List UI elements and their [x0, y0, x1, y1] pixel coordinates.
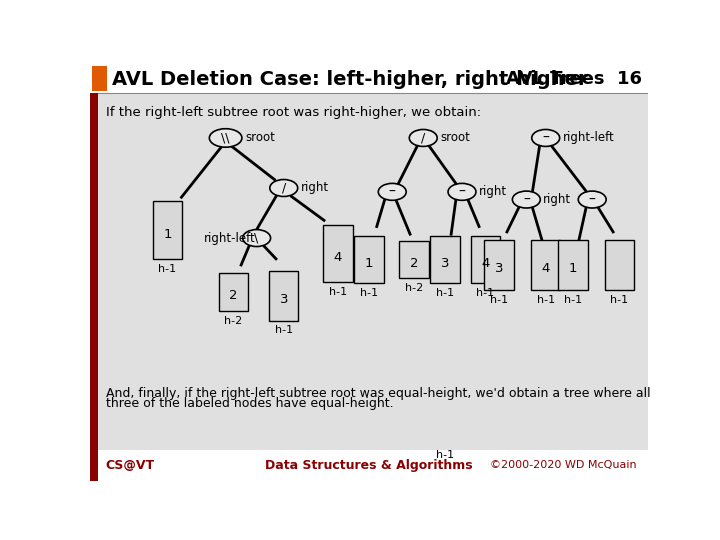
FancyBboxPatch shape	[219, 273, 248, 311]
Ellipse shape	[243, 230, 271, 247]
Text: 1: 1	[569, 262, 577, 275]
Text: /: /	[282, 181, 286, 194]
Text: right-left: right-left	[204, 232, 256, 245]
Text: /: /	[421, 131, 426, 145]
Text: h-1: h-1	[490, 295, 508, 305]
Text: h-1: h-1	[536, 295, 555, 305]
Text: CS@VT: CS@VT	[106, 458, 155, 472]
Ellipse shape	[532, 130, 559, 146]
Text: AVL Trees  16: AVL Trees 16	[506, 70, 642, 89]
Text: h-2: h-2	[224, 316, 243, 326]
FancyBboxPatch shape	[90, 92, 98, 481]
Text: And, finally, if the right-left subtree root was equal-height, we'd obtain a tre: And, finally, if the right-left subtree …	[106, 387, 650, 400]
Text: –: –	[589, 193, 595, 206]
Text: \: \	[254, 232, 258, 245]
Ellipse shape	[409, 130, 437, 146]
Text: 3: 3	[495, 262, 503, 275]
FancyBboxPatch shape	[431, 236, 459, 284]
Text: h-1: h-1	[436, 450, 454, 460]
Text: Data Structures & Algorithms: Data Structures & Algorithms	[265, 458, 473, 472]
Text: h-1: h-1	[564, 295, 582, 305]
Text: AVL Deletion Case: left-higher, right-higher: AVL Deletion Case: left-higher, right-hi…	[112, 70, 588, 89]
FancyBboxPatch shape	[531, 240, 560, 290]
Text: h-1: h-1	[476, 288, 495, 298]
FancyBboxPatch shape	[90, 450, 648, 481]
Text: 3: 3	[441, 257, 449, 270]
FancyBboxPatch shape	[91, 66, 107, 91]
Ellipse shape	[578, 191, 606, 208]
FancyBboxPatch shape	[323, 225, 353, 282]
Text: h-1: h-1	[329, 287, 347, 297]
Ellipse shape	[448, 184, 476, 200]
Text: right: right	[479, 185, 507, 198]
Text: –: –	[542, 131, 549, 145]
Text: \\: \\	[221, 131, 230, 145]
Text: h-1: h-1	[436, 288, 454, 298]
Text: –: –	[389, 185, 396, 199]
Text: 4: 4	[481, 257, 490, 270]
Text: h-1: h-1	[611, 295, 629, 305]
Text: 2: 2	[410, 257, 418, 270]
Text: –: –	[459, 185, 465, 199]
Text: –: –	[523, 193, 530, 206]
Text: 3: 3	[279, 293, 288, 306]
Text: 4: 4	[541, 262, 550, 275]
FancyBboxPatch shape	[153, 201, 182, 259]
Text: 4: 4	[334, 251, 342, 264]
FancyBboxPatch shape	[399, 241, 428, 278]
Ellipse shape	[270, 179, 297, 197]
FancyBboxPatch shape	[354, 236, 384, 284]
FancyBboxPatch shape	[269, 271, 299, 321]
Text: 2: 2	[229, 289, 238, 302]
FancyBboxPatch shape	[558, 240, 588, 290]
Text: h-2: h-2	[405, 283, 423, 293]
Text: If the right-left subtree root was right-higher, we obtain:: If the right-left subtree root was right…	[106, 106, 481, 119]
Text: 1: 1	[365, 257, 373, 270]
FancyBboxPatch shape	[605, 240, 634, 290]
Text: three of the labeled nodes have equal-height.: three of the labeled nodes have equal-he…	[106, 397, 393, 410]
Text: right-left: right-left	[563, 131, 614, 145]
FancyBboxPatch shape	[98, 92, 648, 450]
Text: h-1: h-1	[275, 326, 293, 335]
Text: right: right	[301, 181, 329, 194]
Ellipse shape	[210, 129, 242, 147]
Text: sroot: sroot	[245, 131, 275, 145]
Text: 1: 1	[163, 228, 172, 241]
Text: h-1: h-1	[158, 264, 176, 274]
FancyBboxPatch shape	[485, 240, 514, 290]
FancyBboxPatch shape	[471, 236, 500, 284]
Ellipse shape	[378, 184, 406, 200]
Text: right: right	[544, 193, 572, 206]
Ellipse shape	[513, 191, 540, 208]
Text: ©2000-2020 WD McQuain: ©2000-2020 WD McQuain	[490, 460, 636, 470]
Text: sroot: sroot	[441, 131, 470, 145]
Text: h-1: h-1	[360, 288, 378, 298]
